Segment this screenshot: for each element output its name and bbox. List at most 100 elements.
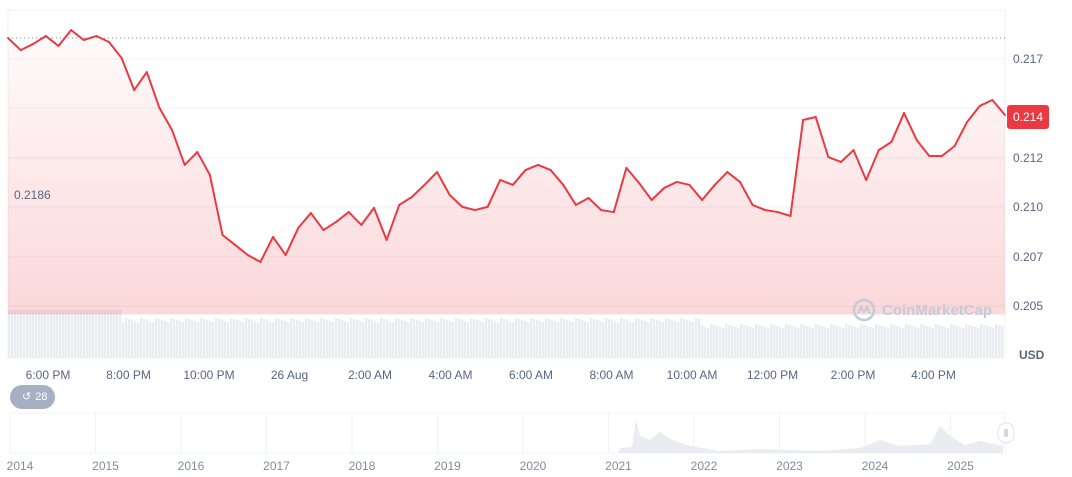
volume-bar [413, 319, 416, 358]
volume-bar [632, 322, 635, 358]
volume-bar [479, 321, 482, 358]
volume-bar [980, 324, 983, 358]
volume-bar [284, 321, 287, 358]
price-segment [183, 151, 199, 166]
volume-bar [581, 320, 584, 358]
y-tick-label: 0.210 [1013, 200, 1044, 214]
history-button[interactable]: ↺ 28 [10, 385, 56, 409]
volume-bar [146, 320, 149, 358]
volume-bar [35, 310, 38, 358]
volume-bar [740, 324, 743, 358]
volume-bar [473, 319, 476, 358]
volume-bar [749, 327, 752, 358]
volume-bar [464, 321, 467, 358]
navigator-year-label: 2020 [519, 459, 547, 473]
volume-bar [434, 321, 437, 358]
volume-bar [113, 310, 116, 358]
volume-bar [107, 310, 110, 358]
price-segment [385, 203, 401, 241]
volume-bar [857, 328, 860, 358]
volume-bar [731, 326, 734, 358]
price-segment [940, 145, 956, 158]
price-segment [612, 166, 628, 214]
volume-bar [938, 325, 941, 358]
price-segment [852, 149, 868, 181]
volume-bar [803, 325, 806, 358]
volume-bar [491, 320, 494, 358]
navigator-year-label: 2024 [861, 459, 889, 473]
volume-bar [329, 321, 332, 358]
volume-bar [440, 318, 443, 358]
currency-label: USD [1019, 348, 1045, 362]
volume-bar [623, 319, 626, 358]
price-segment [272, 236, 287, 257]
volume-bar [62, 310, 65, 358]
navigator-handle[interactable] [997, 422, 1015, 444]
volume-bar [173, 319, 176, 358]
x-tick-label: 10:00 AM [666, 368, 718, 382]
volume-bar [788, 325, 791, 358]
volume-bar [962, 328, 965, 358]
price-segment [638, 181, 653, 201]
volume-bar [629, 321, 632, 358]
volume-bar [593, 319, 596, 358]
volume-bar [74, 310, 77, 358]
volume-bar [917, 328, 920, 358]
volume-bar [461, 320, 464, 358]
price-segment [877, 140, 893, 152]
volume-bar [545, 318, 548, 358]
volume-bar [128, 319, 131, 358]
volume-bar [524, 321, 527, 358]
volume-bar [563, 319, 566, 358]
volume-bar [170, 318, 173, 358]
price-segment [663, 180, 678, 189]
price-segment [461, 205, 476, 212]
volume-bar [971, 326, 974, 358]
volume-bar [41, 310, 44, 358]
volume-bar [281, 320, 284, 358]
price-segment [903, 112, 918, 141]
volume-bar [224, 321, 227, 358]
volume-bar [95, 310, 98, 358]
volume-bar [293, 319, 296, 358]
volume-bar [566, 320, 569, 358]
volume-bar [506, 320, 509, 358]
volume-bar [791, 326, 794, 358]
volume-bar [521, 320, 524, 358]
volume-bar [893, 325, 896, 358]
volume-bar [392, 322, 395, 358]
volume-bar [500, 318, 503, 358]
x-tick-label: 6:00 AM [508, 368, 554, 382]
price-segment [448, 194, 464, 208]
volume-bar [452, 322, 455, 358]
y-tick-label: 0.207 [1013, 250, 1044, 264]
price-segment [978, 98, 994, 107]
price-segment [751, 203, 767, 212]
volume-bar [395, 318, 398, 358]
x-tick-label: 10:00 PM [183, 368, 235, 382]
volume-bar [8, 310, 11, 358]
volume-bar [569, 321, 572, 358]
volume-bar [371, 320, 374, 358]
volume-bar [83, 310, 86, 358]
volume-bar [122, 322, 125, 358]
volume-bar [701, 326, 704, 358]
volume-bar [998, 325, 1001, 358]
price-segment [398, 196, 413, 206]
price-segment [953, 120, 969, 148]
volume-bar [614, 321, 617, 358]
x-tick-label: 12:00 PM [746, 368, 799, 382]
price-segment [814, 116, 830, 159]
volume-bar [686, 320, 689, 358]
price-segment [284, 226, 300, 257]
volume-bar [743, 325, 746, 358]
price-segment [423, 171, 439, 186]
price-segment [32, 35, 47, 45]
price-segment [562, 183, 577, 206]
volume-bar [134, 321, 137, 358]
volume-bar [407, 322, 410, 358]
volume-bar [386, 320, 389, 358]
volume-bar [902, 328, 905, 358]
volume-bar [23, 310, 26, 358]
